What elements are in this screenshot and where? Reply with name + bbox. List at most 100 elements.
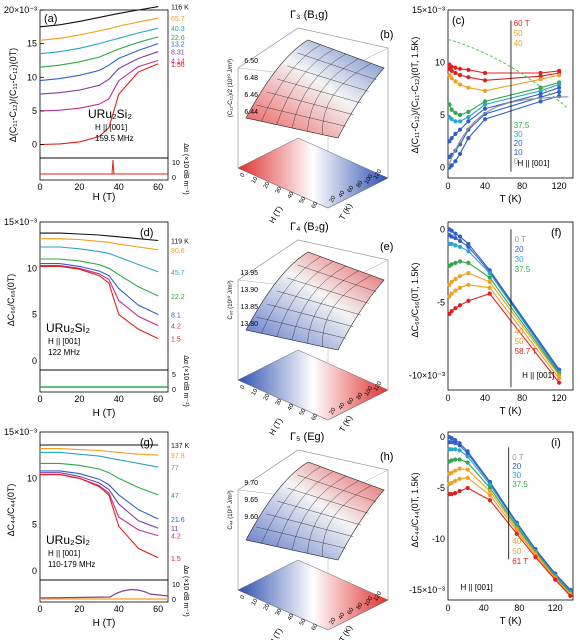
y-tick-label: 10 xyxy=(435,58,445,68)
temperature-label: 4.2 xyxy=(171,534,181,541)
z-tick-label: 9.60 xyxy=(244,514,258,521)
data-point xyxy=(449,136,454,141)
series-line-d-5 xyxy=(40,264,159,327)
y-tick-label: 80 xyxy=(356,180,365,189)
attenuation-subplot xyxy=(39,369,169,393)
mesh-line xyxy=(297,264,377,292)
temperature-label: 40.3 xyxy=(171,26,185,33)
x-tick-label: 20 xyxy=(74,604,84,614)
series-line-i-5 xyxy=(449,477,571,596)
y-tick-label: 60 xyxy=(347,185,356,194)
panel-letter: (i) xyxy=(551,437,561,449)
data-point xyxy=(449,163,454,168)
z-tick-label: 13.95 xyxy=(240,270,258,277)
data-point xyxy=(533,555,538,560)
series-line-d-1 xyxy=(40,238,159,251)
series-line-g-5 xyxy=(40,472,159,529)
temperature-label: 77 xyxy=(171,465,179,472)
x-tick-label: 60 xyxy=(311,413,320,422)
field-direction-label: H || [001] xyxy=(522,371,554,380)
data-point xyxy=(457,466,462,471)
y-tick-label: 40 xyxy=(338,612,347,621)
attenuation-label: Δα (×10 dB m⁻¹) xyxy=(182,565,189,617)
y-tick-label: 0 xyxy=(32,356,37,366)
data-point xyxy=(457,234,463,239)
series-line-g-2 xyxy=(40,451,159,468)
data-point xyxy=(465,485,470,491)
z-tick-label: 13.90 xyxy=(240,287,258,294)
mesh-line xyxy=(322,275,372,347)
data-point xyxy=(466,241,471,247)
y-axis-label: ΔC₄₄/C₄₄(0T, 1.5K) xyxy=(410,472,420,547)
panel-letter: (h) xyxy=(380,451,393,463)
x-axis-label: H (T) xyxy=(267,416,284,437)
panel-title: Γ₃ (B₁g) xyxy=(290,9,328,21)
series-line-a-1 xyxy=(39,17,159,41)
data-point xyxy=(466,282,471,287)
x-axis-label: T (K) xyxy=(499,194,521,205)
field-label: 50 xyxy=(512,547,521,556)
y-tick-label: -10 xyxy=(432,534,445,544)
series-line-g-3 xyxy=(40,462,159,496)
y-tick-label: 120 xyxy=(373,168,384,180)
mesh-line xyxy=(287,277,369,304)
y-tick-label: 0 xyxy=(440,432,445,442)
data-point xyxy=(482,106,488,111)
series-line-f-4 xyxy=(448,272,560,376)
data-point xyxy=(553,577,558,582)
series-line-d-6 xyxy=(40,265,159,340)
frequency-label: 110-179 MHz xyxy=(48,560,95,569)
series-line-f-5 xyxy=(448,284,560,379)
y-tick-label: 20 xyxy=(329,195,338,204)
data-point xyxy=(482,102,488,107)
z-axis-label: C₄₄ (10¹⁰ J/m³) xyxy=(227,490,234,529)
x-tick-label: 0 xyxy=(240,384,247,390)
y-axis-label: Δ(C₁₁-C₁₂)/(C₁₁-C₁₂)(0T) xyxy=(8,48,18,142)
temperature-label: 80.6 xyxy=(171,248,185,255)
field-label: 30 xyxy=(512,471,521,480)
data-point xyxy=(453,231,458,236)
y-tick-label: -15×10⁻³ xyxy=(409,585,445,595)
data-point xyxy=(453,70,458,76)
field-label: 37.5 xyxy=(514,121,530,130)
panel-letter: (c) xyxy=(452,15,465,27)
temperature-label: 4.2 xyxy=(171,324,181,331)
y-tick-label: 40 xyxy=(338,402,347,411)
x-tick-label: 60 xyxy=(153,604,163,614)
data-point xyxy=(453,276,458,282)
surface-mesh xyxy=(245,39,385,139)
y-tick-label: 120 xyxy=(373,590,384,602)
mesh-line xyxy=(276,290,362,316)
data-point xyxy=(453,131,458,136)
y-axis-label: ΔC₄₄/C₄₄(0T) xyxy=(6,484,16,537)
z-tick-label: 13.85 xyxy=(240,304,258,311)
mesh-line xyxy=(276,261,334,337)
data-point xyxy=(487,291,492,296)
frequency-label: 159.5 MHz xyxy=(95,134,134,143)
z-tick-label: 6.46 xyxy=(244,92,258,99)
y-tick-label: 80 xyxy=(356,602,365,611)
data-point xyxy=(453,468,458,473)
series-line-d-0 xyxy=(40,232,159,242)
theory-dashed-curve xyxy=(447,38,569,110)
panel-letter: (e) xyxy=(380,241,393,253)
x-tick-label: 0 xyxy=(240,172,247,178)
panel-letter: (g) xyxy=(140,437,153,449)
data-point xyxy=(453,490,458,496)
data-point xyxy=(457,303,463,308)
field-label: 0 T xyxy=(515,235,527,244)
y-tick-label: 10 xyxy=(27,72,37,82)
chart-panel-i: (i) 0 -5 -10 -15×10⁻³ ΔC₄₄/C₄₄(0T, 1.5K) 0 T20… xyxy=(409,431,574,627)
y-tick-label: 60 xyxy=(347,397,356,406)
x-tick-label: 60 xyxy=(153,182,163,192)
sub-y-tick-label: 0 xyxy=(172,597,176,604)
mesh-line xyxy=(322,63,372,135)
x-tick-label: 30 xyxy=(275,398,284,407)
series-line-g-7 xyxy=(40,474,159,559)
y-tick-label: 10 xyxy=(27,473,37,483)
x-tick-label: 0 xyxy=(445,603,450,613)
x-tick-label: 40 xyxy=(114,394,124,404)
mesh-line xyxy=(291,265,347,341)
material-label: URu₂Si₂ xyxy=(46,321,90,335)
y-tick-label: 15×10⁻³ xyxy=(412,5,445,15)
